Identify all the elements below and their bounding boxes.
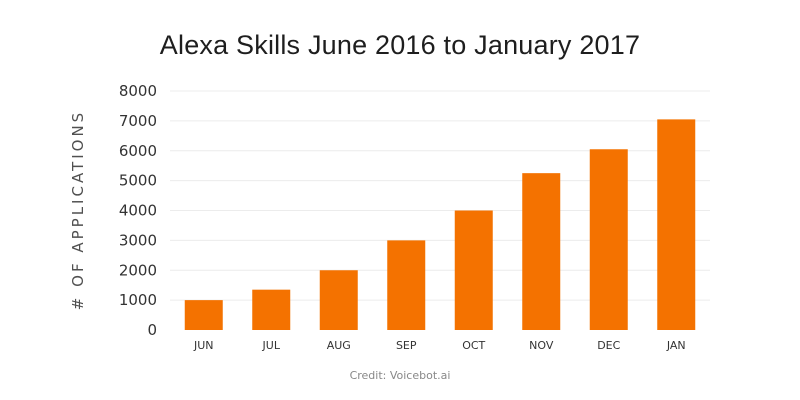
x-tick-label: SEP: [396, 339, 417, 352]
y-tick-label: 6000: [119, 142, 157, 160]
x-tick-label: NOV: [529, 339, 554, 352]
bar-sep: [387, 240, 426, 330]
y-tick-label: 1000: [119, 291, 157, 309]
y-tick-label: 3000: [119, 231, 157, 249]
x-tick-labels: JUN JUL AUG SEP OCT NOV DEC JAN: [193, 339, 686, 352]
bar-nov: [522, 173, 561, 330]
bar-aug: [319, 270, 358, 330]
y-tick-label: 8000: [119, 82, 157, 100]
x-tick-label: JAN: [666, 339, 686, 352]
y-tick-label: 0: [147, 321, 157, 339]
bar-jul: [252, 289, 291, 330]
x-tick-label: JUN: [193, 339, 214, 352]
bar-oct: [454, 210, 493, 330]
bar-jun: [184, 300, 223, 330]
y-tick-label: 2000: [119, 261, 157, 279]
bar-dec: [589, 149, 628, 330]
gridlines: [170, 90, 710, 301]
y-tick-label: 5000: [119, 172, 157, 190]
credit-text: Credit: Voicebot.ai: [349, 369, 451, 382]
x-tick-label: DEC: [597, 339, 620, 352]
x-tick-label: OCT: [462, 339, 485, 352]
y-tick-label: 4000: [119, 202, 157, 220]
y-tick-labels: 0 1000 2000 3000 4000 5000 6000 7000 8000: [119, 82, 157, 339]
chart-title: Alexa Skills June 2016 to January 2017: [159, 30, 641, 60]
x-tick-label: JUL: [262, 339, 281, 352]
bar-jan: [657, 119, 696, 330]
bars: [184, 119, 696, 330]
x-tick-label: AUG: [327, 339, 351, 352]
y-tick-label: 7000: [119, 112, 157, 130]
